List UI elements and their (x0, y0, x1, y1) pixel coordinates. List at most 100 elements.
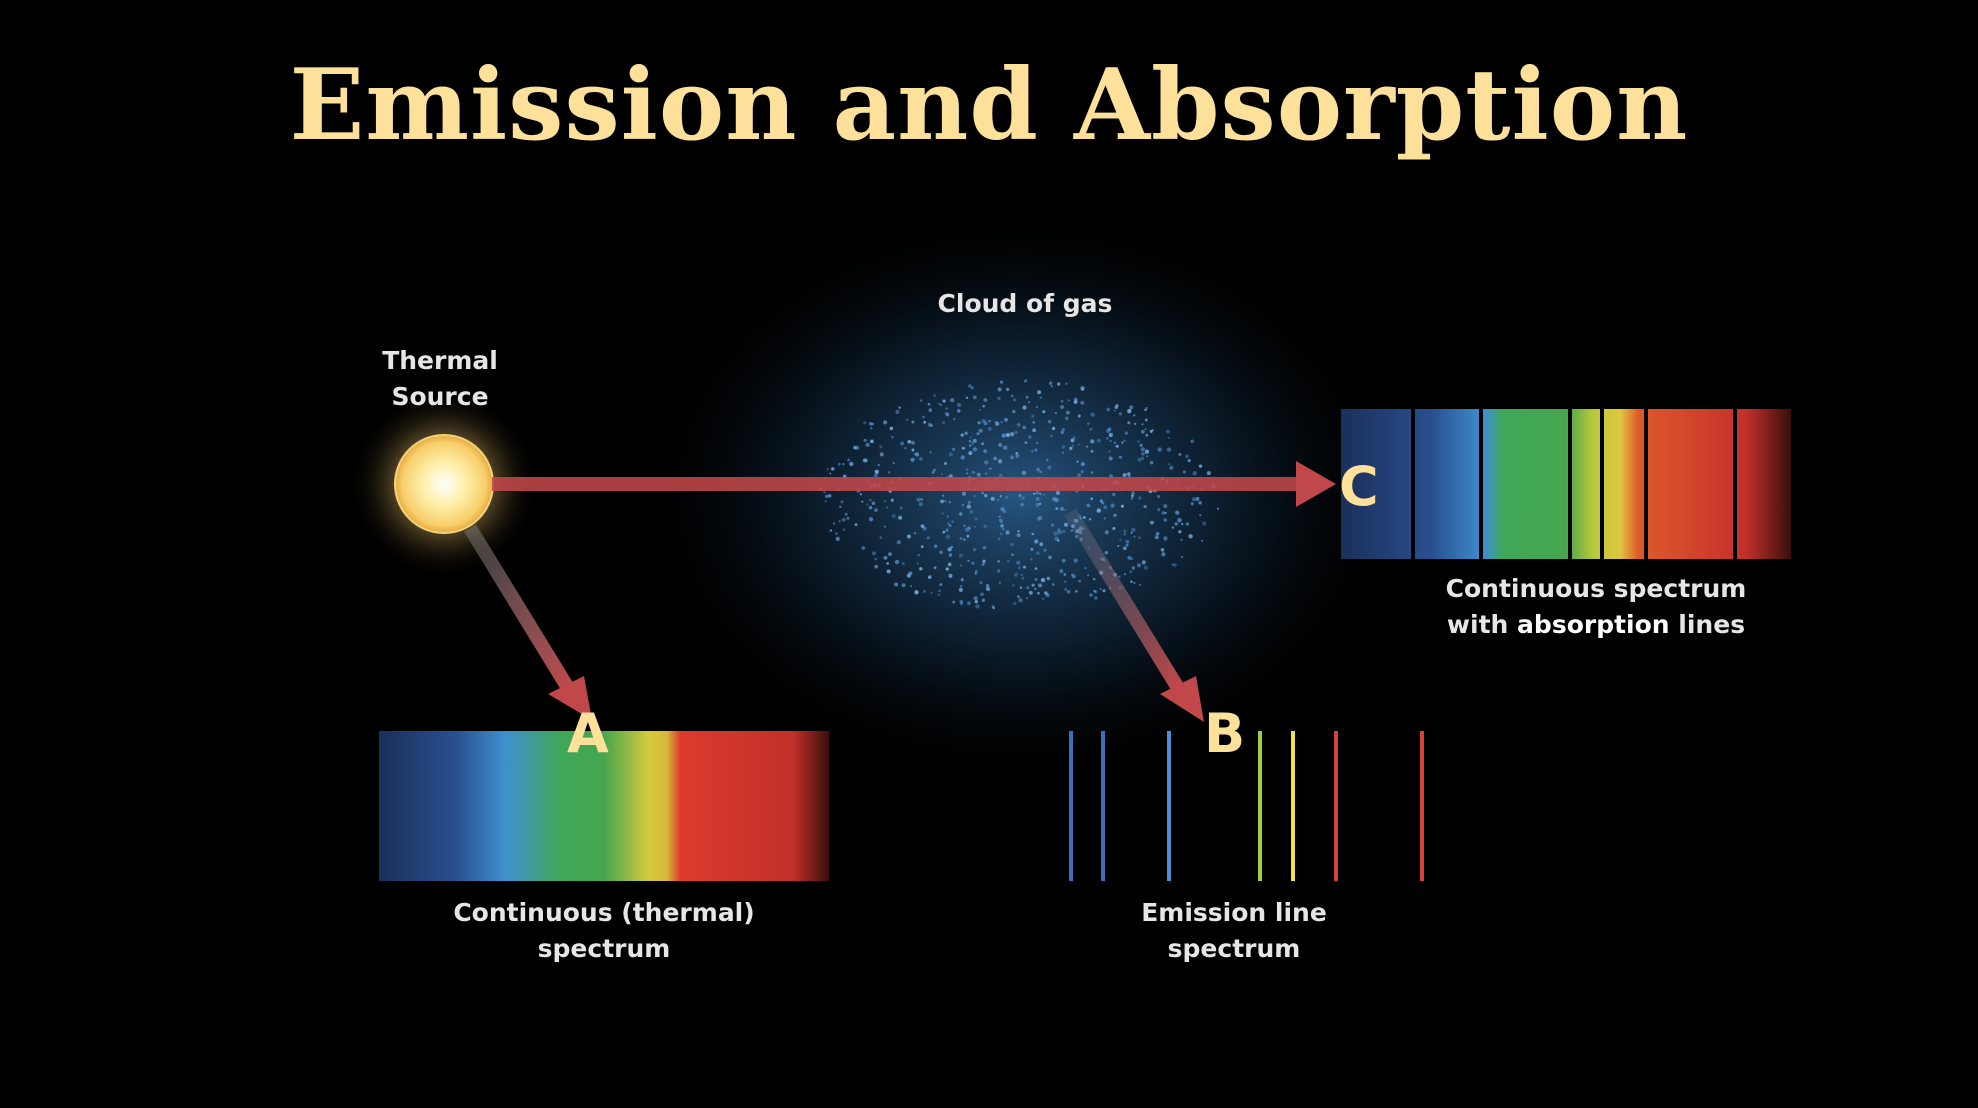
marker-b: B (1204, 702, 1246, 765)
gas-particle (989, 467, 992, 470)
gas-particle (1123, 546, 1127, 551)
arrow-to-c-head (1296, 461, 1336, 507)
gas-particle (901, 562, 905, 566)
gas-particle (931, 470, 935, 474)
gas-particle (870, 427, 873, 430)
gas-particle (1012, 584, 1015, 587)
gas-particle (985, 583, 990, 588)
gas-particle (1138, 496, 1142, 500)
gas-particle (981, 442, 985, 446)
gas-particle (1035, 405, 1039, 409)
gas-particle (861, 546, 866, 550)
gas-particle (969, 436, 972, 439)
gas-particle (1106, 407, 1111, 412)
absorption-line (1644, 409, 1648, 559)
gas-particle (1087, 574, 1090, 577)
gas-particle (939, 583, 943, 587)
gas-particle (1134, 422, 1137, 425)
gas-particle (1038, 502, 1042, 506)
gas-particle (1130, 497, 1134, 500)
gas-particle (1017, 566, 1022, 570)
gas-particle (1020, 573, 1023, 576)
gas-particle (1151, 428, 1154, 432)
gas-particle (838, 462, 841, 466)
gas-particle (1060, 405, 1065, 409)
gas-particle (1035, 491, 1039, 495)
gas-particle (1001, 433, 1006, 438)
gas-particle (952, 447, 956, 451)
gas-particle (993, 456, 997, 461)
gas-particle (888, 552, 892, 556)
spectrum-b (1069, 731, 1424, 881)
gas-particle (1016, 423, 1021, 427)
gas-particle (1139, 443, 1143, 447)
gas-particle (956, 402, 962, 408)
gas-particle (890, 498, 894, 502)
gas-particle (884, 500, 886, 503)
gas-particle (1143, 504, 1147, 509)
gas-particle (904, 446, 907, 450)
gas-particle (981, 598, 986, 602)
gas-particle (1015, 451, 1019, 455)
gas-particle (934, 544, 938, 548)
gas-particle (1198, 500, 1202, 505)
gas-particle (1057, 528, 1062, 533)
gas-particle (947, 562, 952, 567)
gas-particle (1037, 583, 1043, 588)
gas-particle (948, 452, 953, 457)
gas-particle (1000, 524, 1004, 528)
gas-particle (920, 545, 924, 549)
gas-particle (1047, 419, 1052, 424)
gas-particle (1149, 460, 1154, 465)
gas-particle (841, 517, 846, 522)
gas-particle (892, 461, 895, 465)
gas-particle (907, 439, 912, 444)
gas-particle (1082, 516, 1086, 519)
gas-particle (967, 559, 970, 563)
gas-particle (859, 493, 863, 496)
gas-particle (973, 395, 976, 398)
arrow-to-c-shaft (492, 477, 1297, 491)
gas-particle (1133, 581, 1136, 585)
gas-particle (982, 404, 985, 408)
absorption-line (1479, 409, 1483, 559)
gas-particle (1089, 427, 1093, 431)
gas-particle (1145, 433, 1149, 437)
gas-particle (889, 426, 894, 431)
gas-particle (987, 426, 992, 431)
gas-particle (1017, 595, 1020, 598)
gas-particle (1131, 566, 1136, 570)
emission-line (1334, 731, 1338, 881)
gas-particle (998, 515, 1001, 518)
emission-line (1291, 731, 1295, 881)
gas-particle (832, 522, 836, 525)
gas-particle (960, 433, 964, 437)
gas-particle (982, 559, 986, 563)
gas-particle (982, 546, 987, 550)
gas-particle (1010, 455, 1014, 460)
gas-particle (1048, 381, 1053, 385)
gas-particle (943, 499, 947, 503)
gas-particle (1121, 441, 1124, 444)
gas-particle (1054, 497, 1059, 503)
cloud-label-text: Cloud of gas (937, 289, 1113, 318)
gas-particle (1118, 575, 1121, 578)
gas-particle (1048, 466, 1051, 469)
gas-particle (842, 528, 846, 532)
gas-particle (1034, 539, 1039, 544)
gas-particle (1024, 441, 1028, 445)
spectrum-b-label: Emission line spectrum (1074, 895, 1394, 967)
gas-particle (948, 501, 951, 504)
gas-particle (1067, 399, 1070, 402)
gas-particle (1140, 447, 1145, 452)
gas-particle (1005, 530, 1010, 535)
gas-particle (1025, 596, 1029, 600)
gas-particle (969, 510, 974, 514)
gas-particle (1090, 471, 1094, 474)
gas-particle (1167, 436, 1170, 439)
gas-particle (1126, 472, 1131, 476)
gas-particle (1076, 460, 1079, 463)
gas-particle (865, 442, 870, 447)
gas-particle (870, 439, 874, 444)
gas-particle (1004, 417, 1008, 422)
